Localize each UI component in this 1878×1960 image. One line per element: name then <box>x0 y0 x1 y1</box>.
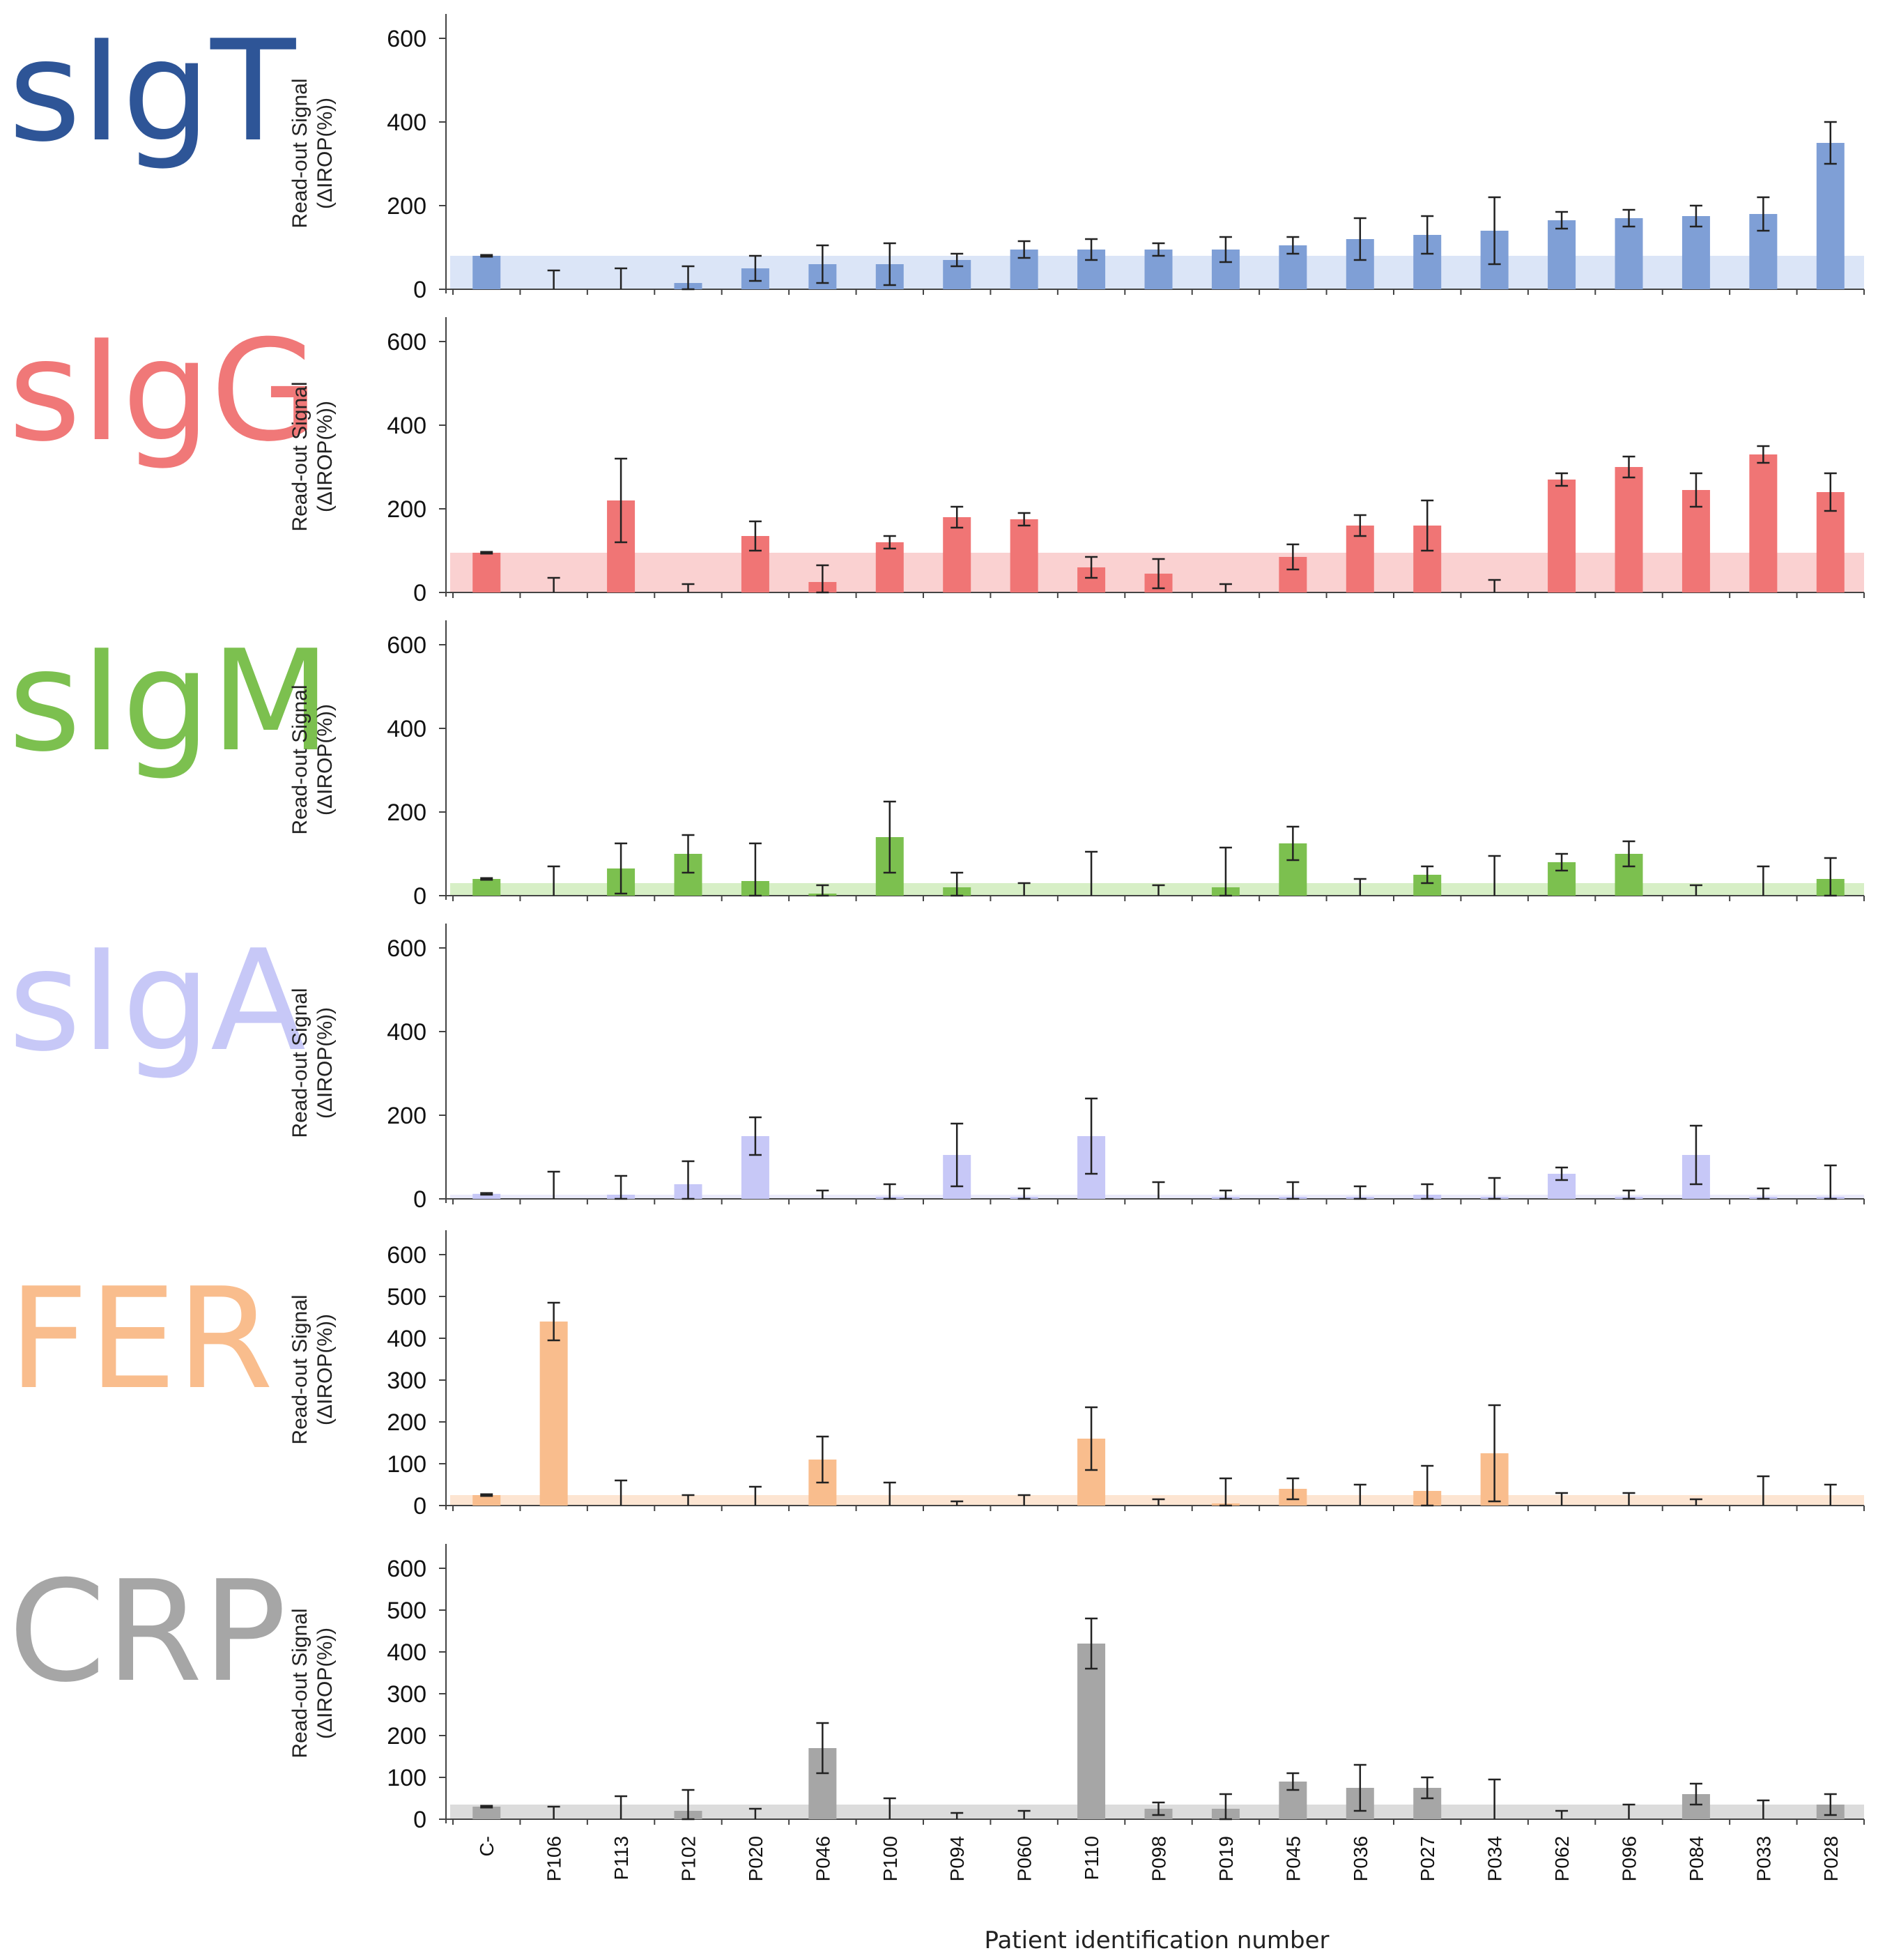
panel-label-sigg: sIgG <box>8 310 318 473</box>
panel-label-fer: FER <box>8 1258 273 1421</box>
y-axis-label-line1: Read-out Signal <box>288 988 311 1138</box>
y-tick-label: 600 <box>387 935 426 962</box>
y-tick-label: 600 <box>387 1556 426 1582</box>
x-tick-label: P102 <box>678 1836 700 1881</box>
y-axis-label-line1: Read-out Signal <box>288 1608 311 1758</box>
y-axis-label-line1: Read-out Signal <box>288 1294 311 1444</box>
x-tick-label: P060 <box>1014 1836 1036 1881</box>
x-tick-label: P100 <box>879 1836 901 1881</box>
x-tick-label: P113 <box>610 1836 632 1880</box>
panel-crp: CRP Read-out Signal (ΔIROP(%)) 0 100 200 300 40… <box>8 1544 1865 1881</box>
y-tick-label: 200 <box>387 1409 426 1436</box>
y-tick-label: 200 <box>387 193 426 220</box>
bar-sigt-p096 <box>1615 218 1643 289</box>
y-tick-label: 0 <box>413 580 426 606</box>
x-tick-label: P034 <box>1484 1836 1506 1881</box>
x-tick-label: P110 <box>1081 1836 1102 1880</box>
y-tick-label: 200 <box>387 1103 426 1129</box>
y-axis-label-line2: (ΔIROP(%)) <box>314 401 337 512</box>
x-tick-label: P033 <box>1753 1836 1774 1881</box>
y-tick-label: 400 <box>387 413 426 439</box>
cutoff-band <box>450 883 1864 896</box>
y-axis-label-line1: Read-out Signal <box>288 78 311 228</box>
panel-fer: FER Read-out Signal (ΔIROP(%)) 0 100 200 300 40… <box>8 1230 1865 1519</box>
y-tick-label: 0 <box>413 1493 426 1519</box>
y-tick-label: 100 <box>387 1451 426 1478</box>
y-axis-label-line2: (ΔIROP(%)) <box>314 1628 337 1739</box>
bar-sigt-p084 <box>1681 216 1710 289</box>
x-axis-label: Patient identification number <box>984 1927 1329 1954</box>
x-tick-label: P084 <box>1686 1836 1707 1881</box>
y-axis-label-line1: Read-out Signal <box>288 684 311 834</box>
x-tick-label: P020 <box>745 1836 767 1881</box>
x-tick-label: P096 <box>1619 1836 1640 1881</box>
y-axis-label-line2: (ΔIROP(%)) <box>314 1314 337 1425</box>
y-tick-label: 500 <box>387 1598 426 1624</box>
y-tick-label: 600 <box>387 1242 426 1269</box>
x-tick-label: P027 <box>1417 1836 1438 1881</box>
bar-sigg-c- <box>472 553 501 592</box>
bar-sigt-p062 <box>1548 220 1576 289</box>
y-tick-label: 100 <box>387 1765 426 1791</box>
y-axis-label-line1: Read-out Signal <box>288 381 311 531</box>
bar-sigg-p060 <box>1010 519 1038 592</box>
y-tick-label: 500 <box>387 1284 426 1310</box>
cutoff-band <box>450 1195 1864 1199</box>
bar-fer-c- <box>472 1495 501 1506</box>
cutoff-band <box>450 1495 1864 1506</box>
y-tick-label: 600 <box>387 329 426 355</box>
y-tick-label: 400 <box>387 1326 426 1352</box>
panel-label-siga: sIgA <box>8 920 306 1082</box>
y-tick-label: 200 <box>387 496 426 523</box>
bar-sigg-p100 <box>875 542 904 592</box>
y-tick-label: 0 <box>413 1807 426 1833</box>
y-tick-label: 200 <box>387 799 426 826</box>
y-tick-label: 400 <box>387 109 426 136</box>
x-tick-label: P098 <box>1148 1836 1170 1881</box>
x-tick-label: P019 <box>1215 1836 1237 1881</box>
y-tick-label: 0 <box>413 1186 426 1213</box>
x-tick-label: P106 <box>544 1836 565 1881</box>
x-tick-label: C- <box>476 1836 498 1857</box>
bar-siga-c- <box>472 1193 501 1199</box>
bar-fer-p106 <box>539 1322 568 1506</box>
y-tick-label: 400 <box>387 716 426 742</box>
y-tick-label: 400 <box>387 1019 426 1046</box>
panel-label-sigm: sIgM <box>8 620 331 783</box>
x-tick-label: P045 <box>1282 1836 1304 1881</box>
panel-label-crp: CRP <box>8 1551 286 1713</box>
x-tick-label: P094 <box>946 1836 968 1881</box>
bar-sigg-p062 <box>1548 480 1576 592</box>
y-tick-label: 600 <box>387 26 426 52</box>
y-axis-label-line2: (ΔIROP(%)) <box>314 1007 337 1119</box>
y-axis-label-line2: (ΔIROP(%)) <box>314 704 337 816</box>
y-tick-label: 300 <box>387 1368 426 1394</box>
y-tick-label: 600 <box>387 632 426 659</box>
bar-crp-c- <box>472 1807 501 1819</box>
y-axis-label-line2: (ΔIROP(%)) <box>314 98 337 209</box>
x-tick-label: P036 <box>1350 1836 1371 1881</box>
bar-sigg-p096 <box>1615 467 1643 592</box>
x-tick-label: P046 <box>812 1836 833 1881</box>
x-tick-label: P062 <box>1551 1836 1573 1881</box>
bar-sigt-p028 <box>1816 143 1845 289</box>
bar-sigt-c- <box>472 256 501 289</box>
y-tick-label: 400 <box>387 1639 426 1666</box>
y-tick-label: 200 <box>387 1723 426 1750</box>
bar-sigg-p094 <box>943 517 971 592</box>
y-tick-label: 0 <box>413 277 426 303</box>
panel-label-sigt: sIgT <box>8 10 296 173</box>
bar-crp-p110 <box>1077 1644 1106 1819</box>
bar-sigm-c- <box>472 879 501 896</box>
bar-sigg-p033 <box>1749 454 1778 592</box>
y-tick-label: 300 <box>387 1681 426 1708</box>
x-tick-label: P028 <box>1820 1836 1842 1881</box>
y-tick-label: 0 <box>413 883 426 910</box>
